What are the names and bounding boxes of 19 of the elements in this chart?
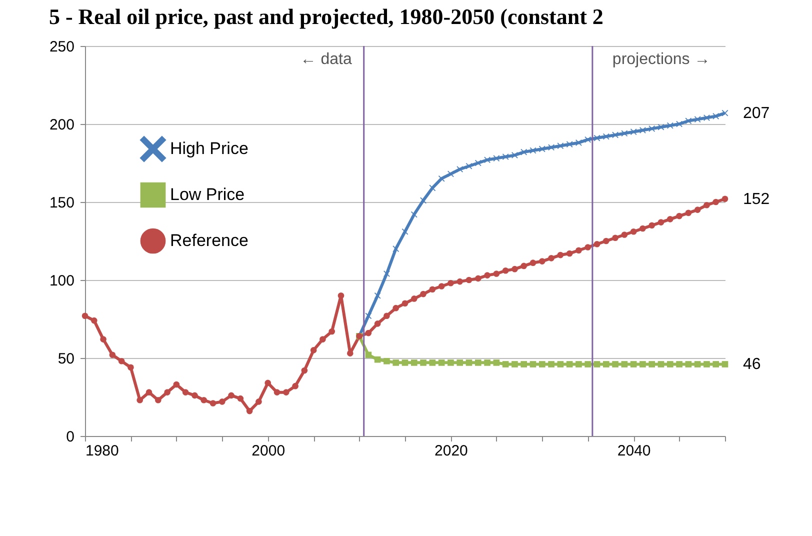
ref-line-label: projections →	[612, 51, 710, 68]
legend-label: High Price	[170, 139, 248, 158]
chart-title: 5 - Real oil price, past and projected, 1980-2050 (constant 2	[48, 4, 604, 29]
y-tick-label: 200	[49, 116, 74, 134]
legend-label: Low Price	[170, 185, 245, 204]
y-tick-label: 150	[49, 194, 74, 212]
y-tick-label: 0	[66, 428, 74, 446]
legend-label: Reference	[170, 231, 248, 250]
x-tick-label: 2020	[434, 442, 468, 460]
data-label: 207	[743, 105, 770, 122]
y-tick-label: 250	[49, 38, 74, 56]
y-tick-label: 100	[49, 272, 74, 290]
y-tick-label: 50	[58, 350, 74, 368]
x-tick-label: 2000	[252, 442, 286, 460]
ref-line-label: ← data	[300, 51, 352, 68]
data-label: 46	[743, 356, 761, 374]
data-label: 152	[743, 190, 770, 208]
x-tick-label: 1980	[86, 442, 119, 460]
x-tick-label: 2040	[617, 442, 651, 460]
